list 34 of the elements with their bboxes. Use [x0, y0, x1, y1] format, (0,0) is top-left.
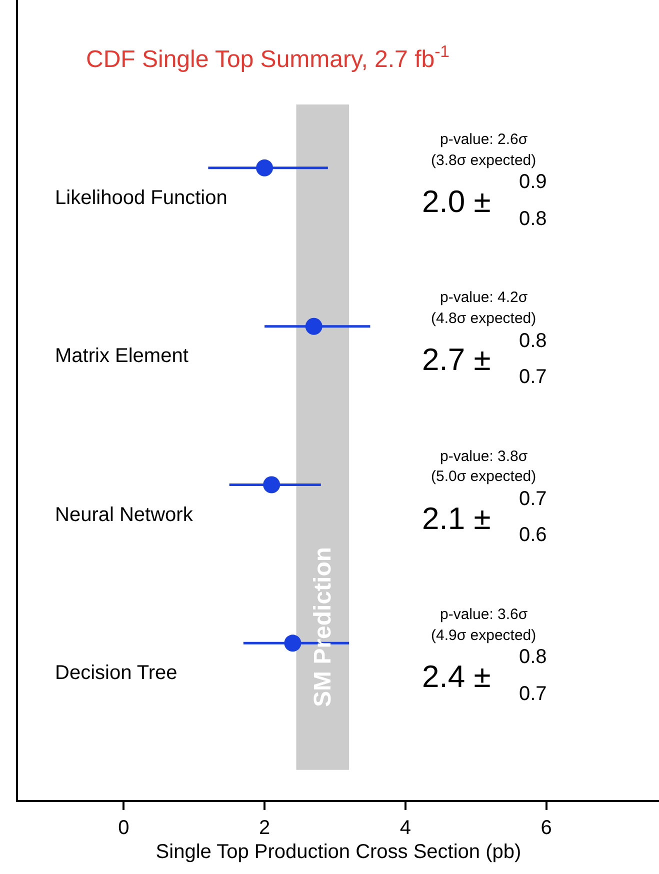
point [256, 159, 274, 176]
point [305, 318, 322, 335]
annotation: (4.8σ expected) [431, 310, 536, 327]
x-tick-label: 4 [400, 817, 411, 839]
x-axis-title: Single Top Production Cross Section (pb) [156, 841, 522, 863]
point [284, 634, 302, 652]
chart-title: CDF Single Top Summary, 2.7 fb$^{-1}$ [86, 42, 450, 74]
annotation: p-value: 3.6σ [440, 606, 528, 623]
y-tick-label: Neural Network [55, 504, 194, 526]
y-tick-label: Likelihood Function [55, 187, 228, 209]
annotation: (4.9σ expected) [431, 627, 536, 644]
x-tick-label: 0 [118, 817, 130, 839]
annotation: 0.6 [519, 524, 547, 546]
annotation: p-value: 2.6σ [440, 131, 528, 148]
annotation: (3.8σ expected) [431, 152, 536, 169]
y-tick-label: Decision Tree [55, 662, 178, 684]
annotation: (5.0σ expected) [431, 468, 536, 485]
point [263, 476, 280, 494]
x-tick-label: 6 [540, 817, 552, 839]
x-tick-label: 2 [258, 817, 270, 839]
annotation: p-value: 4.2σ [440, 289, 528, 306]
annotation: p-value: 3.8σ [440, 448, 528, 465]
annotation: 2.7 ± [422, 342, 491, 377]
annotation: 0.7 [519, 488, 547, 510]
annotation: 0.8 [519, 330, 547, 352]
annotation: 0.9 [519, 171, 547, 193]
annotation: 2.0 ± [422, 184, 491, 219]
y-tick-label: Matrix Element [55, 345, 189, 367]
annotation: 0.7 [519, 683, 547, 705]
annotation: 0.7 [519, 366, 547, 388]
annotation: 0.8 [519, 208, 547, 230]
annotation: 0.8 [519, 646, 547, 668]
annotation: 2.4 ± [422, 659, 491, 694]
annotation: 2.1 ± [422, 501, 491, 536]
